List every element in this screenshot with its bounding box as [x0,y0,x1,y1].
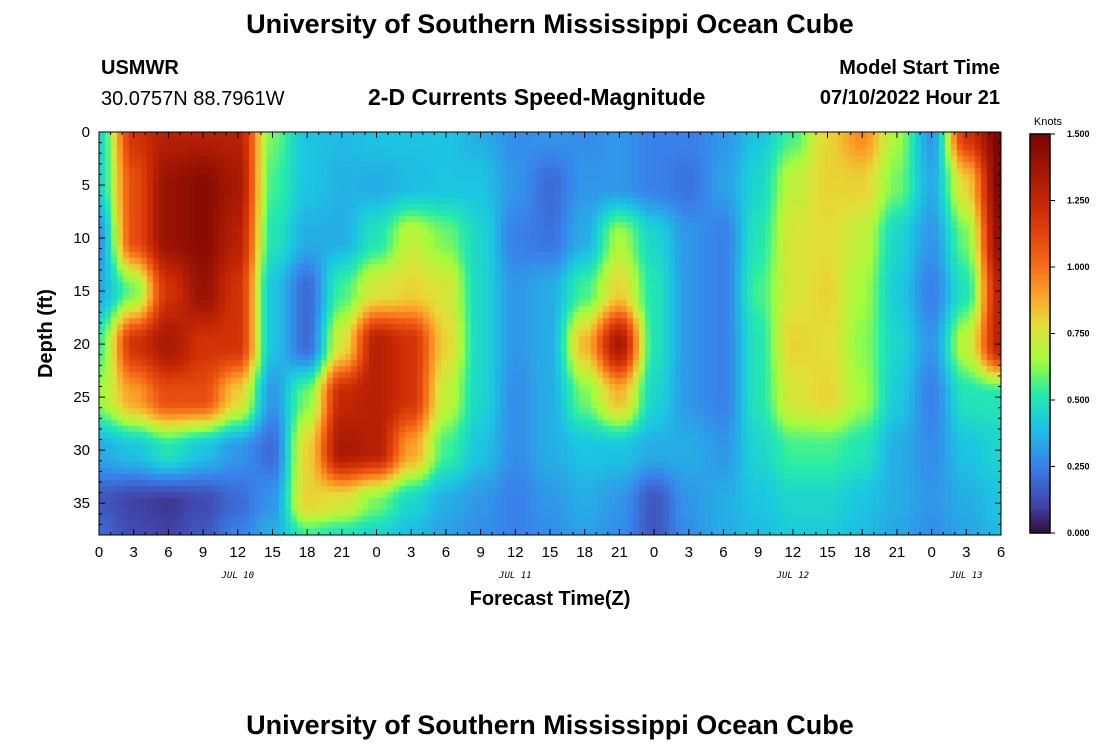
station-id: USMWR [101,57,179,79]
station-coordinates: 30.0757N 88.7961W [101,88,285,110]
x-tick-label: 12 [229,544,246,561]
x-tick-label: 3 [685,544,693,561]
x-tick-label: 6 [719,544,727,561]
x-tick-label: 0 [927,544,935,561]
date-label: JUL 10 [221,571,255,581]
x-tick-label: 15 [819,544,836,561]
y-axis-title: Depth (ft) [35,289,57,378]
x-tick-label: 0 [372,544,380,561]
x-tick-label: 6 [164,544,172,561]
x-axis-title: Forecast Time(Z) [470,588,631,610]
date-label: JUL 11 [498,571,532,581]
x-tick-label: 3 [407,544,415,561]
model-start-time: 07/10/2022 Hour 21 [819,87,1000,109]
x-tick-label: 12 [785,544,802,561]
x-tick-label: 12 [507,544,524,561]
chart-title: University of Southern Mississippi Ocean… [246,9,854,39]
colorbar-frame [1029,133,1051,534]
date-label: JUL 13 [949,571,983,581]
date-label: JUL 12 [776,571,810,581]
colorbar-tick-label: 1.000 [1067,262,1090,272]
x-tick-label: 9 [199,544,207,561]
plot-frame [98,131,1002,536]
y-tick-label: 10 [73,230,90,247]
y-tick-label: 15 [73,283,90,300]
x-tick-label: 6 [997,544,1005,561]
x-tick-label: 3 [130,544,138,561]
chart-subtitle: 2-D Currents Speed-Magnitude [368,84,706,110]
footer-title: University of Southern Mississippi Ocean… [246,710,854,740]
x-tick-label: 18 [299,544,316,561]
y-tick-label: 5 [82,177,90,194]
x-tick-label: 15 [264,544,281,561]
x-tick-label: 9 [754,544,762,561]
y-tick-label: 0 [82,124,90,141]
speed-heatmap [99,132,1001,535]
colorbar-gradient [1030,134,1050,533]
x-tick-label: 3 [962,544,970,561]
x-tick-label: 18 [576,544,593,561]
y-tick-label: 35 [73,495,90,512]
x-tick-label: 6 [442,544,450,561]
y-tick-label: 25 [73,389,90,406]
y-tick-label: 20 [73,336,90,353]
x-tick-label: 0 [650,544,658,561]
x-tick-label: 9 [476,544,484,561]
model-start-label: Model Start Time [839,57,1000,79]
colorbar-tick-label: 0.250 [1067,462,1090,472]
x-tick-label: 0 [95,544,103,561]
x-tick-label: 21 [611,544,628,561]
x-tick-label: 21 [334,544,351,561]
y-tick-label: 30 [73,442,90,459]
x-tick-label: 21 [889,544,906,561]
colorbar-tick-label: 0.000 [1067,528,1090,538]
x-tick-label: 18 [854,544,871,561]
colorbar-title: Knots [1034,116,1063,128]
x-tick-label: 15 [542,544,559,561]
colorbar-tick-label: 0.500 [1067,395,1090,405]
colorbar-tick-label: 0.750 [1067,329,1090,339]
colorbar-tick-label: 1.250 [1067,196,1090,206]
colorbar-tick-label: 1.500 [1067,129,1090,139]
